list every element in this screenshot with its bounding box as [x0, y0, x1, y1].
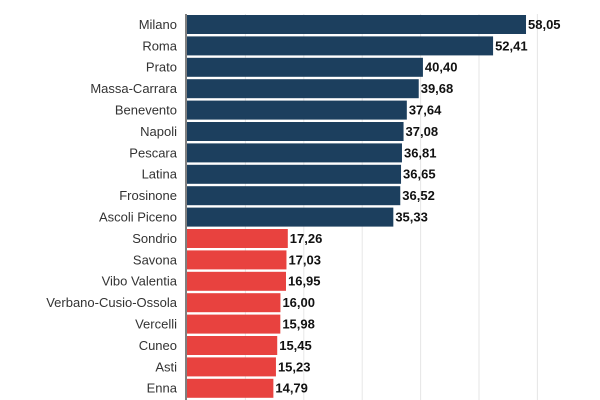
bar: [187, 15, 527, 34]
bar: [187, 336, 278, 355]
value-label: 52,41: [495, 38, 528, 53]
value-label: 36,65: [403, 167, 436, 182]
category-label: Roma: [142, 38, 177, 53]
category-label: Prato: [146, 60, 177, 75]
value-label: 16,95: [288, 274, 321, 289]
category-label: Latina: [142, 167, 178, 182]
category-label: Asti: [155, 359, 177, 374]
bar: [187, 57, 423, 77]
value-label: 16,00: [282, 295, 315, 310]
value-label: 17,03: [288, 252, 321, 267]
bar: [187, 293, 281, 313]
bar: [187, 378, 274, 398]
category-label: Enna: [147, 381, 178, 396]
bar: [187, 271, 286, 291]
bar: [187, 250, 287, 270]
value-label: 39,68: [421, 81, 454, 96]
value-label: 17,26: [290, 231, 323, 246]
value-label: 15,45: [279, 338, 312, 353]
category-label: Ascoli Piceno: [99, 210, 177, 225]
value-label: 35,33: [395, 210, 428, 225]
value-label: 15,98: [282, 317, 315, 332]
bar: [187, 122, 404, 141]
category-label: Savona: [133, 252, 178, 267]
category-label: Pescara: [129, 145, 177, 160]
bar: [187, 164, 402, 184]
category-label: Cuneo: [139, 338, 177, 353]
value-label: 37,64: [409, 103, 442, 118]
bar: [187, 229, 288, 248]
bar: [187, 207, 394, 227]
bar: [187, 314, 281, 334]
category-label: Vercelli: [135, 317, 177, 332]
bar: [187, 186, 401, 206]
value-label: 15,23: [278, 359, 311, 374]
category-label: Verbano-Cusio-Ossola: [46, 295, 178, 310]
bar: [187, 79, 419, 99]
category-label: Massa-Carrara: [90, 81, 177, 96]
category-label: Sondrio: [132, 231, 177, 246]
category-label: Vibo Valentia: [102, 274, 178, 289]
category-label: Benevento: [115, 103, 177, 118]
bar: [187, 357, 276, 377]
bar: [187, 36, 494, 56]
category-label: Milano: [139, 17, 177, 32]
value-label: 37,08: [406, 124, 439, 139]
value-label: 40,40: [425, 60, 458, 75]
category-label: Napoli: [140, 124, 177, 139]
value-label: 14,79: [275, 381, 308, 396]
value-label: 58,05: [528, 17, 561, 32]
category-label: Frosinone: [119, 188, 177, 203]
bar: [187, 100, 407, 120]
value-label: 36,52: [402, 188, 435, 203]
value-label: 36,81: [404, 145, 437, 160]
bar: [187, 143, 402, 163]
